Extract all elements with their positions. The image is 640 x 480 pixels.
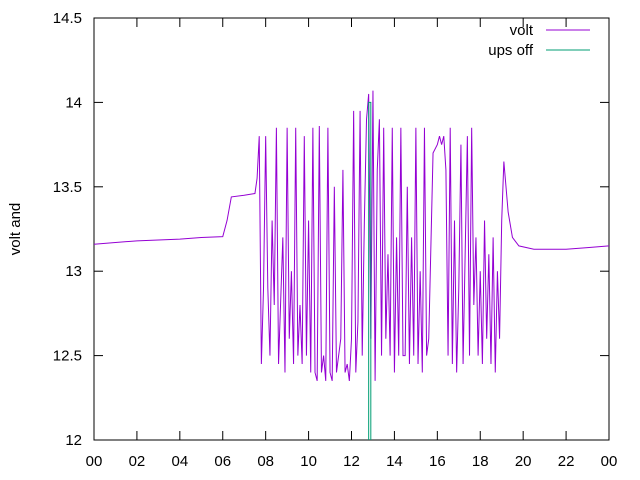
x-tick-label: 00 bbox=[601, 453, 618, 470]
series-line bbox=[368, 101, 372, 440]
x-tick-label: 10 bbox=[300, 453, 317, 470]
x-tick-label: 08 bbox=[257, 453, 274, 470]
y-tick-label: 14.5 bbox=[53, 10, 82, 27]
x-tick-label: 14 bbox=[386, 453, 403, 470]
series-line bbox=[93, 90, 610, 382]
y-tick-label: 13 bbox=[65, 263, 82, 280]
plot-frame bbox=[93, 17, 610, 441]
y-tick-label: 14 bbox=[65, 94, 82, 111]
legend-label: volt bbox=[510, 22, 534, 39]
y-axis-label: volt and bbox=[7, 203, 24, 256]
x-tick-label: 00 bbox=[86, 453, 103, 470]
y-tick-label: 13.5 bbox=[53, 179, 82, 196]
x-tick-label: 16 bbox=[429, 453, 446, 470]
y-tick-label: 12 bbox=[65, 432, 82, 449]
y-tick-label: 12.5 bbox=[53, 348, 82, 365]
x-tick-label: 04 bbox=[171, 453, 188, 470]
x-tick-label: 22 bbox=[558, 453, 575, 470]
x-tick-label: 02 bbox=[129, 453, 146, 470]
legend-label: ups off bbox=[488, 42, 534, 59]
x-tick-label: 06 bbox=[214, 453, 231, 470]
x-tick-label: 18 bbox=[472, 453, 489, 470]
x-tick-label: 20 bbox=[515, 453, 532, 470]
x-tick-label: 12 bbox=[343, 453, 360, 470]
